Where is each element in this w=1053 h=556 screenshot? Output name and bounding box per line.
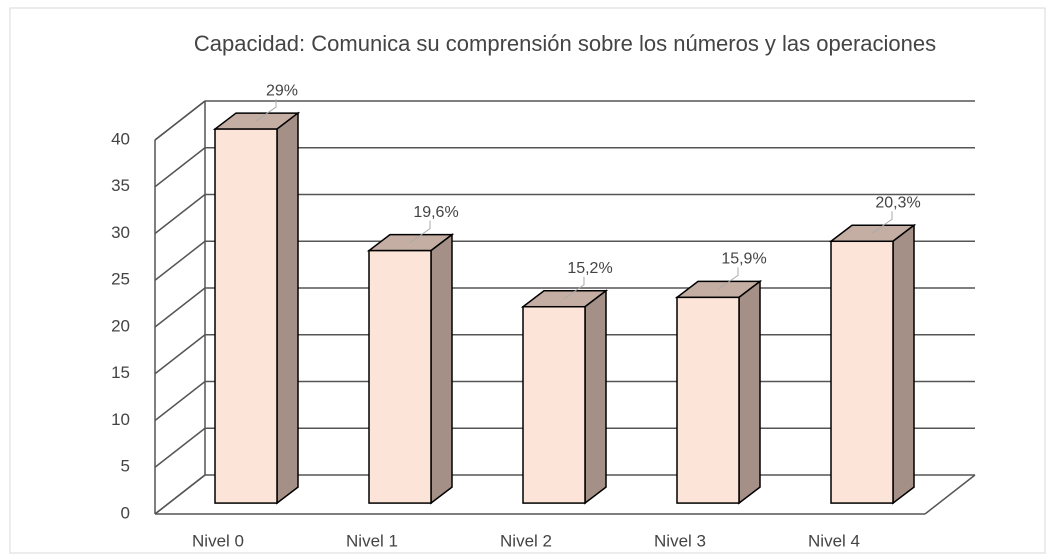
bar-side xyxy=(892,223,915,505)
y-tick-label: 35 xyxy=(111,176,130,195)
grid-line xyxy=(154,100,206,141)
bar xyxy=(522,305,586,504)
grid-line xyxy=(154,240,206,281)
value-label: 15,2% xyxy=(567,260,612,277)
y-tick-label: 5 xyxy=(121,457,130,476)
y-tick-label: 0 xyxy=(121,503,130,522)
x-tick-label: Nivel 0 xyxy=(192,531,244,550)
chart-title: Capacidad: Comunica su comprensión sobre… xyxy=(193,31,937,56)
x-tick-label: Nivel 3 xyxy=(654,531,706,550)
chart-border xyxy=(9,7,1046,554)
label-leader xyxy=(409,220,431,244)
grid-line xyxy=(154,474,206,515)
grid-line xyxy=(154,427,206,468)
value-label: 29% xyxy=(266,82,298,99)
bar xyxy=(676,296,740,504)
label-leader xyxy=(871,211,893,234)
grid-line xyxy=(154,380,206,422)
bar-side xyxy=(430,233,453,505)
axis-floor xyxy=(924,474,976,515)
y-tick-label: 15 xyxy=(111,363,130,382)
y-tick-label: 10 xyxy=(111,410,130,429)
bar xyxy=(830,240,894,504)
grid-line xyxy=(154,147,206,188)
bar-side xyxy=(276,111,299,505)
x-tick-label: Nivel 2 xyxy=(500,531,552,550)
label-leader xyxy=(255,99,277,122)
grid-line xyxy=(154,193,206,235)
y-tick-label: 40 xyxy=(111,129,130,148)
y-tick-label: 30 xyxy=(111,223,130,242)
value-label: 20,3% xyxy=(875,194,920,211)
value-label: 15,9% xyxy=(721,251,766,268)
grid-line xyxy=(154,334,206,375)
bar xyxy=(368,249,432,504)
x-tick-label: Nivel 4 xyxy=(808,531,860,550)
label-leader xyxy=(563,276,585,300)
x-tick-label: Nivel 1 xyxy=(346,531,398,550)
grid-line xyxy=(154,287,206,328)
bar-side xyxy=(738,279,761,505)
y-tick-label: 25 xyxy=(111,270,130,289)
bar xyxy=(214,128,278,504)
bar-side xyxy=(584,289,607,505)
label-leader xyxy=(717,267,739,290)
y-tick-label: 20 xyxy=(111,316,130,335)
value-label: 19,6% xyxy=(413,204,458,221)
